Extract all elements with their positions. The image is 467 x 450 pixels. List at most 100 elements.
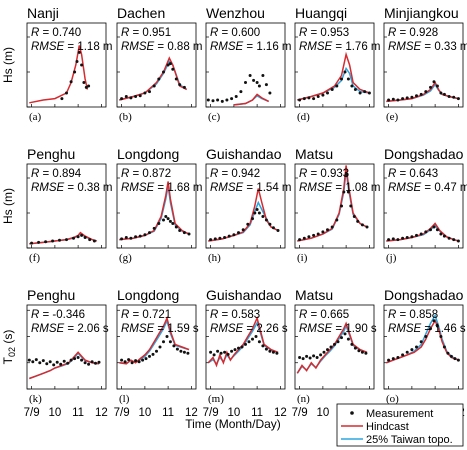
r-value: R = 0.951 bbox=[121, 27, 171, 39]
measurement-point bbox=[171, 67, 175, 71]
r-value: R = -0.346 bbox=[31, 309, 85, 321]
measurement-point bbox=[244, 81, 247, 84]
measurement-point bbox=[148, 90, 151, 94]
measurement-point bbox=[363, 90, 367, 94]
measurement-point bbox=[410, 235, 414, 239]
measurement-point bbox=[123, 360, 127, 364]
measurement-point bbox=[346, 337, 350, 341]
measurement-point bbox=[396, 356, 400, 359]
measurement-point bbox=[352, 215, 356, 218]
measurement-point bbox=[227, 234, 231, 238]
measurement-point bbox=[155, 349, 158, 353]
measurement-point bbox=[230, 97, 234, 101]
measurement-point bbox=[73, 357, 77, 361]
measurement-point bbox=[358, 91, 362, 95]
rmse-value: RMSE = 0.33 m bbox=[388, 41, 467, 53]
axes-frame bbox=[294, 163, 375, 249]
rmse-value: RMSE = 1.76 m bbox=[299, 41, 381, 53]
measurement-point bbox=[65, 238, 68, 242]
measurement-point bbox=[164, 215, 168, 218]
measurement-point bbox=[429, 85, 432, 89]
rmse-value: RMSE = 2.26 s bbox=[210, 323, 288, 335]
measurement-point bbox=[301, 357, 305, 361]
hindcast-line bbox=[29, 45, 89, 104]
measurement-point bbox=[27, 358, 31, 362]
y-axis-label: T02 (s) bbox=[1, 330, 17, 365]
measurement-point bbox=[212, 353, 216, 357]
measurement-point bbox=[83, 361, 87, 365]
measurement-point bbox=[264, 83, 268, 87]
measurement-point bbox=[218, 236, 222, 240]
x-tick-label: 12 bbox=[95, 407, 108, 419]
measurement-point bbox=[84, 85, 88, 89]
measurement-point bbox=[148, 354, 151, 358]
rmse-value: RMSE = 0.88 m bbox=[121, 41, 203, 53]
y-axis-label: Hs (m) bbox=[1, 47, 15, 83]
measurement-point bbox=[138, 94, 142, 98]
measurement-point bbox=[357, 349, 361, 353]
panel-title: Penghu bbox=[27, 146, 75, 162]
measurement-point bbox=[335, 218, 339, 222]
measurement-point bbox=[307, 96, 311, 100]
rmse-value: RMSE = 1.54 m bbox=[210, 182, 292, 194]
measurement-point bbox=[447, 95, 451, 98]
r-value: R = 0.928 bbox=[388, 27, 438, 39]
measurement-point bbox=[82, 81, 86, 84]
measurement-point bbox=[268, 349, 272, 353]
axes-frame bbox=[294, 304, 375, 390]
measurement-point bbox=[439, 232, 443, 236]
measurement-point bbox=[55, 360, 59, 364]
measurement-point bbox=[252, 78, 256, 82]
measurement-point bbox=[268, 222, 272, 226]
panel-title: Penghu bbox=[27, 287, 75, 303]
measurement-point bbox=[232, 233, 236, 237]
measurement-point bbox=[442, 234, 446, 238]
subplot-letter: (m) bbox=[208, 393, 224, 405]
measurement-point bbox=[275, 351, 279, 355]
measurement-point bbox=[144, 357, 148, 361]
measurement-point bbox=[148, 231, 151, 235]
measurement-point bbox=[219, 351, 223, 355]
measurement-point bbox=[336, 340, 340, 344]
measurement-point bbox=[73, 70, 77, 74]
measurement-point bbox=[353, 88, 357, 91]
x-tick-label: 7/9 bbox=[24, 407, 40, 419]
x-tick-label: 12 bbox=[274, 407, 287, 419]
panel-title: Dongshadao bbox=[384, 146, 464, 162]
measurement-point bbox=[391, 97, 395, 101]
measurement-point bbox=[316, 232, 320, 236]
measurement-point bbox=[360, 350, 364, 354]
measurement-point bbox=[179, 349, 183, 353]
measurement-point bbox=[87, 362, 91, 366]
panel-k: Penghu R = -0.346 RMSE = 2.06 s (k) 7/9 10 11 1… bbox=[24, 287, 109, 419]
measurement-point bbox=[248, 74, 252, 77]
measurement-point bbox=[166, 217, 170, 221]
measurement-point bbox=[432, 225, 436, 229]
measurement-point bbox=[239, 90, 243, 94]
measurement-point bbox=[220, 99, 224, 103]
measurement-point bbox=[83, 236, 87, 239]
r-value: R = 0.583 bbox=[210, 309, 260, 321]
measurement-point bbox=[129, 236, 133, 240]
measurement-point bbox=[211, 99, 215, 103]
r-value: R = 0.740 bbox=[31, 27, 81, 39]
measurement-point bbox=[346, 77, 350, 81]
measurement-point bbox=[257, 340, 261, 344]
hindcast-line bbox=[297, 51, 370, 101]
taiwan-topo-line bbox=[119, 60, 188, 101]
measurement-point bbox=[69, 80, 73, 84]
x-tick-label: 10 bbox=[316, 407, 329, 419]
measurement-point bbox=[429, 228, 432, 232]
x-tick-label: 10 bbox=[138, 407, 151, 419]
measurement-point bbox=[45, 362, 49, 366]
x-tick-label: 7/9 bbox=[292, 407, 308, 419]
axes-frame bbox=[116, 163, 197, 249]
measurement-point bbox=[124, 95, 128, 98]
measurement-point bbox=[315, 356, 319, 359]
measurement-point bbox=[456, 358, 460, 362]
subplot-letter: (i) bbox=[297, 252, 308, 264]
subplot-letter: (g) bbox=[119, 252, 132, 264]
measurement-point bbox=[162, 218, 165, 222]
measurement-point bbox=[344, 173, 348, 176]
axes-frame bbox=[294, 22, 375, 108]
